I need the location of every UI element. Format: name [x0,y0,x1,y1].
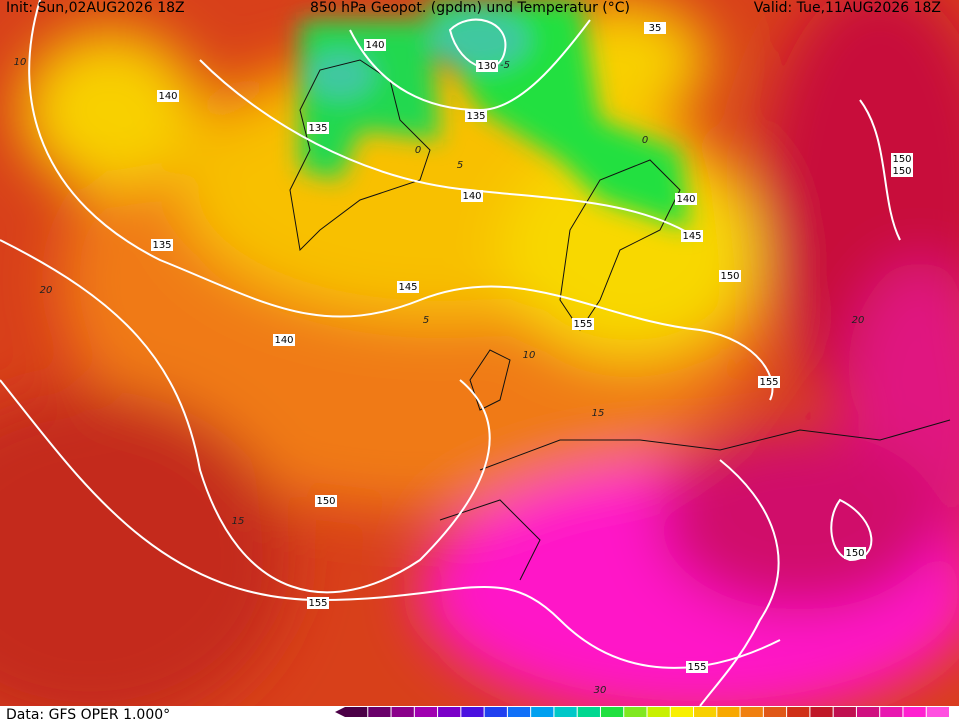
color-bar-cell [763,707,787,717]
geopotential-label: 135 [466,111,485,122]
label-box [686,661,708,673]
geopotential-label: 150 [892,154,911,165]
valid-time: Valid: Tue,11AUG2026 18Z [754,0,941,16]
temperature-label: 10 [523,350,536,361]
temperature-label: 5 [457,160,463,171]
color-bar-cell [391,707,414,717]
geopotential-label: 150 [892,166,911,177]
label-box [157,90,179,102]
color-bar-cell [740,707,763,717]
label-box [364,39,386,51]
color-bar-cell [647,707,670,717]
label-box [461,190,483,202]
label-box [307,597,329,609]
init-time: Init: Sun,02AUG2026 18Z [6,0,185,16]
label-box [465,110,487,122]
color-bar-cell [787,707,810,717]
geopotential-label: 35 [649,23,662,34]
color-bar-cell [717,707,740,717]
color-bar-cell [600,707,624,717]
label-box [891,165,913,177]
label-box [315,495,337,507]
color-bar-cell [856,707,880,717]
color-bar-cell [507,707,531,717]
temperature-label: 5 [423,315,429,326]
color-bar-cell [577,707,600,717]
geopotential-label: 130 [477,61,496,72]
geopotential-label: 140 [158,91,177,102]
label-box [644,22,666,34]
geopotential-label: 145 [398,282,417,293]
color-bar-cell [810,707,833,717]
label-box [758,376,780,388]
color-bar-arrow [335,707,345,717]
geopotential-label: 155 [759,377,778,388]
label-box [675,193,697,205]
temperature-label: 15 [232,516,245,527]
temperature-label: 30 [594,685,607,696]
geopotential-label: 140 [274,335,293,346]
color-bar-cell [694,707,717,717]
label-box [476,60,498,72]
color-bar-cell [926,707,949,717]
label-box [397,281,419,293]
temperature-label: 15 [592,408,605,419]
label-box [307,122,329,134]
temperature-label: 20 [852,315,865,326]
color-bar-cell [414,707,438,717]
color-bar-cell [554,707,577,717]
color-bar-cell [903,707,926,717]
temperature-label: 10 [14,57,27,68]
color-bar-cell [484,707,507,717]
geopotential-label: 135 [152,240,171,251]
label-box [151,239,173,251]
color-bar-cell [880,707,903,717]
label-box [719,270,741,282]
temperature-label: 0 [415,145,421,156]
geopotential-label: 140 [365,40,384,51]
color-bar-cell [833,707,856,717]
temperature-label: 20 [40,285,53,296]
geopotential-label: 140 [676,194,695,205]
color-bar [335,707,949,717]
color-bar-cell [345,707,368,717]
color-bar-cell [368,707,391,717]
temperature-label: -5 [500,60,510,71]
color-bar-cell [670,707,694,717]
data-source: Data: GFS OPER 1.000° [6,707,170,719]
geopotential-label: 150 [845,548,864,559]
geopotential-label: 150 [720,271,739,282]
label-box [572,318,594,330]
geopotential-label: 155 [308,598,327,609]
label-box [273,334,295,346]
color-bar-cell [624,707,647,717]
label-box [681,230,703,242]
color-bar-cell [438,707,461,717]
label-box [891,153,913,165]
geopotential-label: 135 [308,123,327,134]
color-bar-cell [531,707,554,717]
temperature-label: 0 [642,135,648,146]
color-bar-cell [461,707,484,717]
geopotential-label: 150 [316,496,335,507]
geopotential-label: 140 [462,191,481,202]
geopotential-label: 145 [682,231,701,242]
label-box [844,547,866,559]
geopotential-label: 155 [687,662,706,673]
map-title: 850 hPa Geopot. (gpdm) und Temperatur (°… [310,0,630,16]
geopotential-label: 155 [573,319,592,330]
